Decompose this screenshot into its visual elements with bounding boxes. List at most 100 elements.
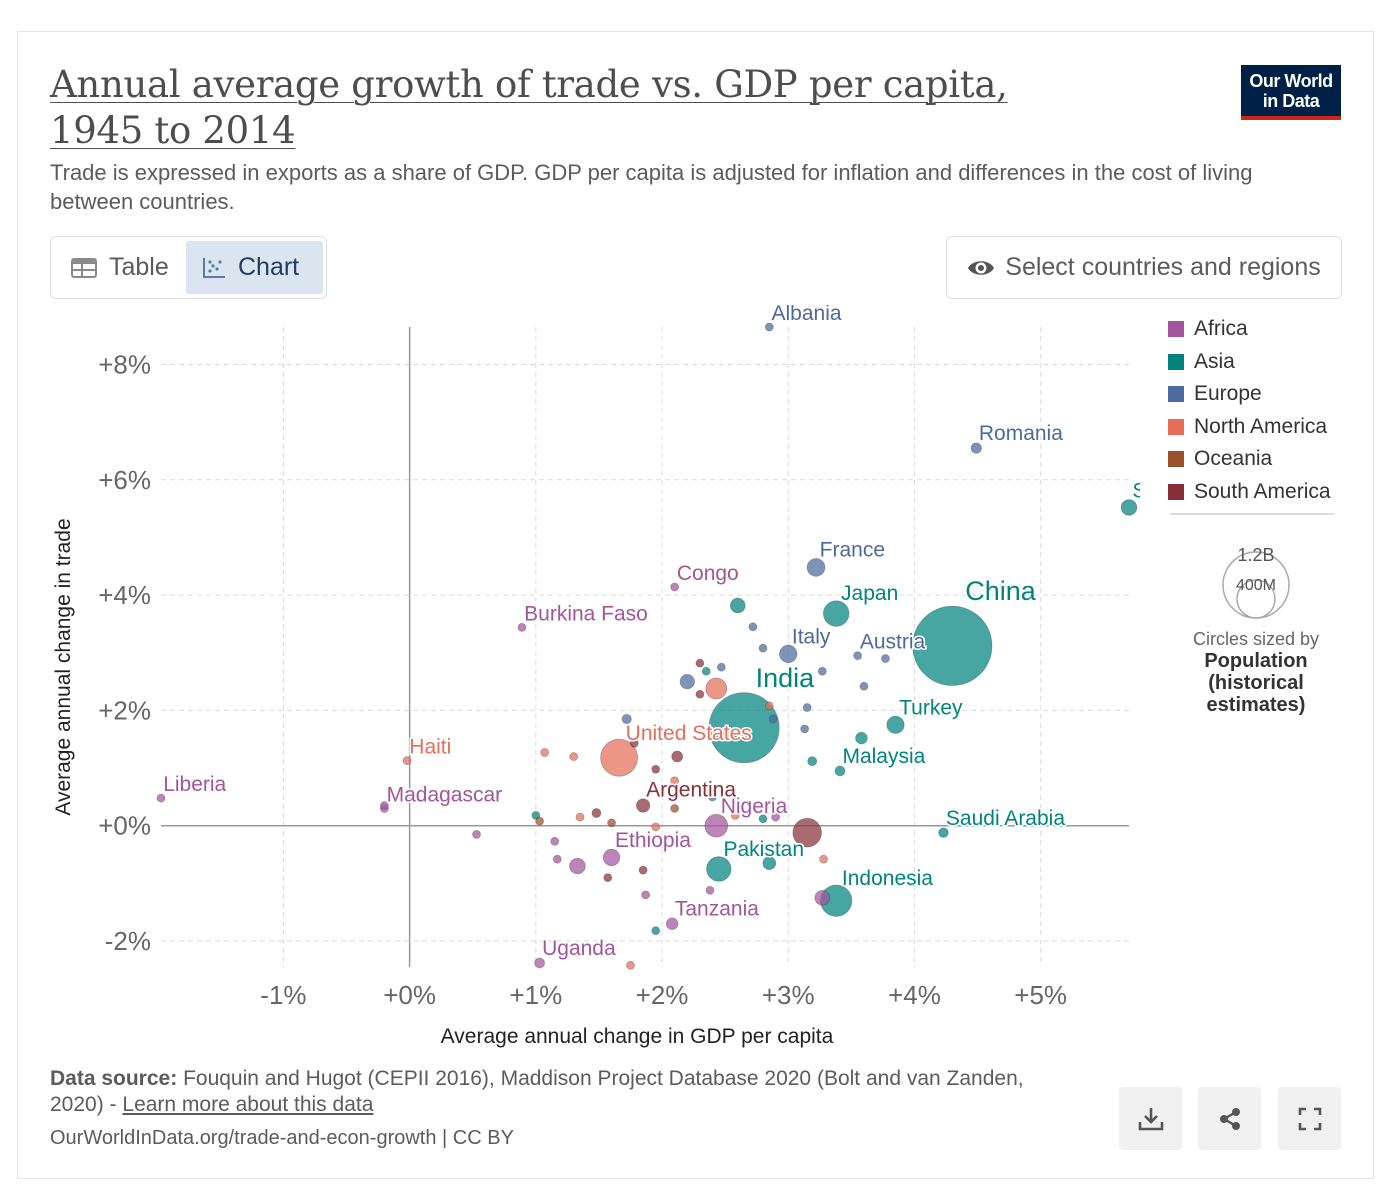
owid-logo[interactable]: Our World in Data [1241, 65, 1341, 120]
data-point [779, 644, 798, 664]
data-point [792, 817, 822, 848]
table-tab-label: Table [109, 253, 169, 281]
data-point [730, 810, 740, 820]
source-text: Fouquin and Hugot (CEPII 2016), Maddison… [50, 1067, 1024, 1116]
chart-subtitle: Trade is expressed in exports as a share… [50, 160, 1253, 214]
point-label: Tanzania [675, 897, 759, 920]
legend-swatch [1168, 418, 1184, 435]
legend-item-europe[interactable]: Europe [1168, 378, 1368, 411]
size-legend-small: 400M [1236, 577, 1276, 594]
point-label: Saudi Arabia [946, 807, 1065, 830]
size-legend-circles: 1.2B 400M [1222, 545, 1290, 619]
data-point [651, 822, 661, 832]
chart-title[interactable]: Annual average growth of trade vs. GDP p… [50, 63, 1008, 152]
x-axis-title: Average annual change in GDP per capita [441, 1025, 834, 1048]
x-tick-label: -1% [260, 980, 306, 1010]
legend-label: North America [1194, 414, 1328, 438]
y-tick-label: +4% [98, 580, 151, 610]
scatter-plot[interactable]: -2% +0% +2% +4% +6% +8% -1% +0% +1% +2% +3% +4% +5% A… [40, 305, 1140, 1060]
data-point [695, 658, 705, 668]
point-label: Ethiopia [615, 829, 691, 852]
size-legend-metric: Population (historical estimates) [1204, 650, 1308, 716]
data-point [635, 798, 651, 813]
data-point [550, 836, 560, 846]
view-toggle: Table Chart [50, 236, 327, 299]
data-point [665, 917, 679, 931]
data-point [886, 715, 905, 734]
color-legend: Africa Asia Europe North America Oceania Sout… [1168, 313, 1368, 508]
legend-swatch [1168, 451, 1184, 468]
share-button[interactable] [1198, 1087, 1261, 1150]
logo-line-1: Our World [1249, 71, 1333, 91]
data-point [859, 681, 869, 691]
legend-label: Oceania [1194, 447, 1273, 471]
x-tick-label: +4% [888, 980, 941, 1010]
point-label: Liberia [163, 773, 226, 796]
data-point [771, 812, 781, 822]
legend-swatch [1168, 321, 1184, 338]
data-point [970, 442, 982, 454]
x-tick-label: +3% [762, 980, 815, 1010]
data-point [716, 662, 726, 672]
y-tick-label: +0% [98, 811, 151, 841]
data-point [670, 776, 680, 786]
x-tick-label: +0% [383, 980, 436, 1010]
point-label: Albania [772, 305, 842, 325]
select-countries-button[interactable]: Select countries and regions [946, 236, 1342, 299]
legend-item-oceania[interactable]: Oceania [1168, 443, 1368, 476]
legend-item-africa[interactable]: Africa [1168, 313, 1368, 346]
eye-icon [968, 260, 995, 275]
data-point [853, 651, 863, 661]
learn-more-link[interactable]: Learn more about this data [122, 1093, 374, 1116]
point-label: Argentina [646, 779, 736, 802]
data-point [822, 600, 850, 627]
point-label: Uganda [542, 937, 616, 960]
data-point [602, 848, 621, 867]
footer: Data source: Fouquin and Hugot (CEPII 20… [50, 1066, 1070, 1151]
legend-item-south-america[interactable]: South America [1168, 476, 1368, 509]
data-point [708, 692, 780, 764]
data-point [626, 960, 635, 970]
data-point [938, 827, 949, 838]
legend-item-north-america[interactable]: North America [1168, 411, 1368, 444]
legend-divider [1170, 513, 1334, 515]
size-legend-note: Circles sized by [1192, 629, 1320, 649]
data-point [670, 582, 680, 592]
y-tick-label: +6% [98, 465, 151, 495]
select-countries-label: Select countries and regions [1005, 253, 1321, 281]
table-tab[interactable]: Table [57, 241, 185, 294]
data-point [1120, 499, 1138, 516]
legend-swatch [1168, 483, 1184, 500]
data-point [704, 813, 729, 838]
point-label: Burkina Faso [524, 602, 648, 625]
data-point [701, 666, 711, 676]
table-icon [71, 257, 97, 278]
data-point [912, 605, 993, 686]
point-label: Japan [841, 582, 898, 605]
data-point [695, 689, 705, 699]
y-axis-title: Average annual change in trade [52, 518, 75, 815]
download-button[interactable] [1119, 1087, 1182, 1150]
legend-label: South America [1194, 479, 1331, 503]
data-point [814, 890, 831, 906]
point-label: Congo [677, 562, 739, 585]
data-point [552, 854, 562, 864]
legend-swatch [1168, 353, 1184, 370]
x-tick-label: +2% [636, 980, 689, 1010]
legend-label: Asia [1194, 349, 1235, 373]
data-point [800, 724, 810, 734]
chart-tab[interactable]: Chart [186, 241, 323, 294]
source-url[interactable]: OurWorldInData.org/trade-and-econ-growth… [50, 1127, 514, 1149]
data-point [607, 818, 616, 828]
data-point [638, 865, 648, 875]
data-point [758, 643, 768, 653]
point-label: United States [626, 722, 752, 745]
fullscreen-button[interactable] [1278, 1087, 1341, 1150]
data-point [641, 890, 651, 900]
logo-line-2: in Data [1262, 91, 1320, 111]
data-point [379, 801, 389, 810]
legend-item-asia[interactable]: Asia [1168, 346, 1368, 379]
source-label: Data source: [50, 1067, 178, 1090]
data-point [748, 622, 758, 632]
data-point [472, 829, 481, 839]
